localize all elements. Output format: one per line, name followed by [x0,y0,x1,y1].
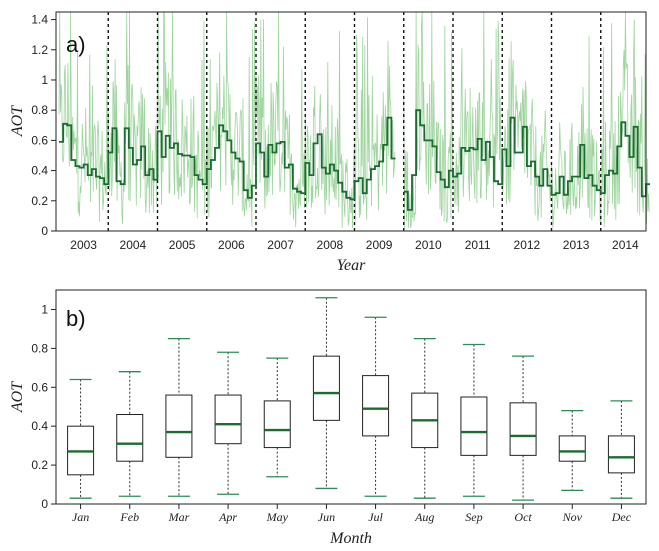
box-dec [607,400,635,499]
panel-b-y-axis: 0 0.2 0.4 0.6 0.8 1 [31,302,56,511]
panel-a-monthly-series [59,109,650,211]
iqr-box [165,394,193,458]
panel-b-month-label: May [266,510,289,524]
panel-a-y-tick-label: 1.4 [31,13,48,27]
panel-a-year-label: 2013 [563,238,590,252]
panel-a-year-label: 2003 [70,238,97,252]
panel-b-month-label: Sep [465,510,482,524]
box-jan [67,378,95,499]
panel-a-monthly-line [403,109,650,211]
panel-b-month-label: Mar [168,510,190,524]
panel-b-label: b) [66,306,86,331]
panel-b-month-label: Nov [562,510,583,524]
panel-a-plot-area [56,12,646,231]
panel-a-frame [55,11,647,232]
panel-a-y-axis: 0 0.2 0.4 0.6 0.8 1 1.2 1.4 [31,13,56,238]
iqr-box [558,435,586,462]
panel-a-y-tick-label: 1.2 [31,43,48,57]
panel-b-month-label: Dec [611,510,632,524]
iqr-box [460,396,488,456]
panel-a-y-tick-label: 0.4 [31,164,48,178]
iqr-box [116,414,144,462]
iqr-box [607,435,635,474]
panel-a-year-label: 2012 [514,238,541,252]
panel-a-y-tick-label: 0.6 [31,133,48,147]
panel-a-year-separators [107,12,602,231]
box-mar [165,337,193,497]
panel-a-label: a) [66,32,86,57]
panel-b-y-tick-label: 0.6 [31,380,48,394]
box-jul [362,316,390,497]
panel-a-year-label: 2007 [267,238,294,252]
box-aug [411,337,439,499]
panel-b-y-tick-label: 0.4 [31,419,48,433]
box-apr [214,351,242,495]
panel-b-y-axis-title: AOT [9,381,26,413]
iqr-box [509,402,537,456]
box-may [263,357,291,478]
panel-a-year-label: 2014 [612,238,639,252]
panel-a-year-label: 2010 [415,238,442,252]
panel-a-year-label: 2004 [120,238,147,252]
panel-b: 0 0.2 0.4 0.6 0.8 1 Jan Feb Mar Apr May Jun Jul Aug S… [9,289,647,547]
panel-b-x-axis-title: Month [329,530,372,547]
iqr-box [214,394,242,445]
panel-a-year-label: 2009 [366,238,393,252]
iqr-box [263,400,291,449]
panel-a: 00.20.40.60.811.21.4 2003 2004 2005 2006 200… [9,11,650,274]
panel-a-year-label: 2008 [317,238,344,252]
panel-b-boxes [67,297,635,501]
panel-a-y-tick-label: 0.2 [31,194,48,208]
panel-b-frame [55,289,647,505]
panel-a-year-label: 2006 [218,238,245,252]
panel-b-month-label: Jan [72,510,89,524]
panel-a-y-tick-label: 0 [41,224,48,238]
panel-a-y-tick-label: 0.8 [31,103,48,117]
box-nov [558,409,586,492]
box-feb [116,371,144,497]
panel-b-month-label: Aug [414,510,434,524]
panel-b-x-axis: Jan Feb Mar Apr May Jun Jul Aug Sep Oct Nov Dec [72,504,632,524]
iqr-box [312,355,340,421]
panel-b-month-label: Apr [218,510,237,524]
panel-a-y-tick-label: 1 [41,73,48,87]
panel-b-y-tick-label: 0.2 [31,458,48,472]
panel-b-y-tick-label: 0.8 [31,341,48,355]
panel-a-y-axis-title: AOT [9,105,26,137]
panel-a-year-label: 2005 [169,238,196,252]
panel-a-x-axis: 2003 2004 2005 2006 2007 2008 2009 2010 2011 2012… [70,238,639,252]
panel-b-month-label: Oct [514,510,532,524]
box-sep [460,343,488,497]
panel-b-month-label: Feb [119,510,139,524]
panel-b-month-label: Jul [368,510,383,524]
panel-a-monthly-line [59,116,396,201]
panel-a-year-label: 2011 [465,238,491,252]
box-oct [509,355,537,501]
box-jun [312,297,340,490]
panel-a-x-axis-title: Year [337,257,367,274]
panel-b-y-tick-label: 1 [41,302,48,316]
iqr-box [362,375,390,437]
panel-b-y-tick-label: 0 [41,497,48,511]
panel-b-month-label: Jun [318,510,335,524]
